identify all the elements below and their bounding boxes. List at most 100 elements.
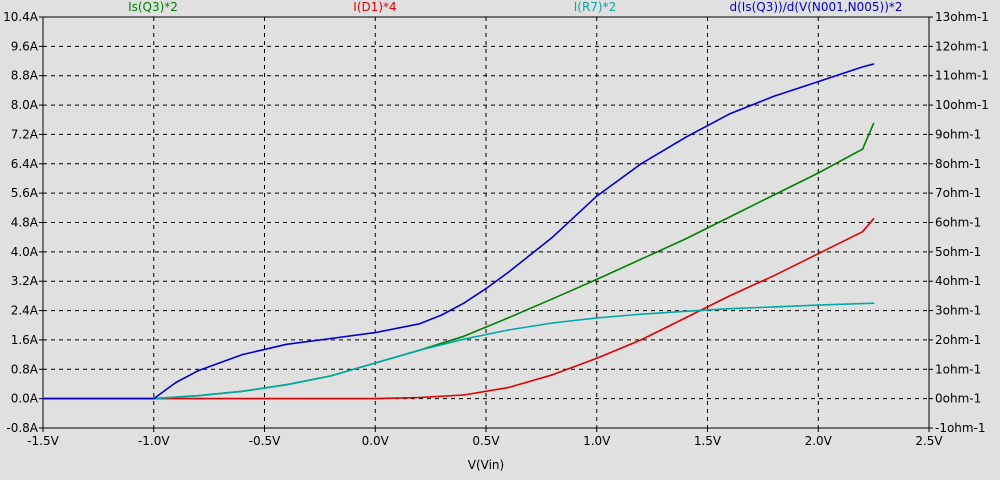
y-left-tick-label: 4.8A — [11, 216, 39, 230]
grid-lines — [39, 16, 933, 432]
data-point — [596, 278, 598, 281]
data-point — [773, 95, 775, 98]
x-tick-label: 0.0V — [362, 434, 390, 448]
data-point — [418, 323, 421, 325]
legend-entry: d(Is(Q3))/d(V(N001,N005))*2 — [729, 0, 902, 14]
data-point — [42, 397, 44, 400]
legend-entry: I(R7)*2 — [574, 0, 617, 14]
data-point — [773, 194, 775, 196]
y-right-tick-label: 11ohm-1 — [935, 69, 989, 83]
data-point — [773, 306, 775, 308]
y-left-tick-label: 8.0A — [11, 98, 39, 112]
y-right-tick-label: 2ohm-1 — [935, 333, 981, 347]
x-tick-label: 2.0V — [805, 434, 833, 448]
y-left-tick-label: 6.4A — [11, 157, 39, 171]
data-point — [872, 63, 875, 65]
data-point — [640, 313, 642, 316]
data-point — [872, 218, 875, 220]
x-tick-label: 2.5V — [915, 434, 943, 448]
y-right-tick-label: 7ohm-1 — [935, 186, 981, 200]
legend: Is(Q3)*2 I(D1)*4 I(R7)*2 d(Is(Q3))/d(V(N001… — [128, 0, 902, 14]
data-point — [551, 236, 554, 238]
data-point — [175, 381, 177, 384]
data-point — [551, 322, 554, 324]
data-point — [197, 370, 199, 372]
data-point — [330, 337, 332, 340]
y-right-tick-label: 5ohm-1 — [935, 245, 981, 259]
y-left-tick-label: 10.4A — [3, 10, 39, 24]
series-line-2 — [43, 302, 874, 400]
y-right-tick-label: 4ohm-1 — [935, 274, 981, 288]
y-left-tick-label: 1.6A — [11, 333, 39, 347]
y-right-tick-label: 8ohm-1 — [935, 157, 981, 171]
y-left-tick-label: 8.8A — [11, 69, 39, 83]
x-axis-label: V(Vin) — [468, 458, 504, 472]
data-point — [596, 317, 598, 319]
data-point — [507, 317, 510, 319]
legend-entry: I(D1)*4 — [353, 0, 396, 14]
data-point — [507, 386, 510, 389]
x-tick-label: -1.0V — [138, 434, 170, 448]
y-left-tick-label: 2.4A — [11, 304, 39, 318]
data-point — [872, 122, 875, 125]
data-point — [817, 252, 820, 255]
data-point — [374, 331, 377, 334]
data-point — [640, 339, 642, 341]
y-right-tick-label: 3ohm-1 — [935, 304, 981, 318]
y-right-tick-label: 1ohm-1 — [935, 362, 981, 376]
data-point — [684, 136, 687, 139]
data-point — [684, 310, 687, 313]
y-right-tick-label: 10ohm-1 — [935, 98, 989, 112]
data-point — [197, 394, 199, 397]
x-tick-label: 1.5V — [694, 434, 722, 448]
data-point — [728, 113, 731, 115]
data-point — [485, 287, 487, 290]
data-point — [241, 390, 244, 393]
x-tick-label: -0.5V — [249, 434, 281, 448]
data-point — [596, 357, 598, 360]
data-point — [684, 317, 687, 319]
axis-tick-labels: -1.5V -1.0V -0.5V 0.0V 0.5V 1.0V 1.5V 2.0V 2.5V-… — [3, 10, 989, 448]
x-tick-label: -1.5V — [27, 434, 59, 448]
data-point — [551, 298, 554, 300]
data-point — [330, 375, 332, 377]
data-point — [507, 271, 510, 274]
data-point — [817, 304, 820, 306]
y-left-tick-label: 5.6A — [11, 186, 39, 200]
data-point — [507, 329, 510, 331]
data-point — [463, 335, 465, 338]
data-point — [374, 362, 377, 364]
data-point — [773, 274, 775, 277]
data-point — [861, 66, 864, 68]
y-right-tick-label: 0ohm-1 — [935, 392, 981, 406]
data-point — [684, 238, 687, 240]
data-point — [861, 148, 864, 150]
series-line-3 — [43, 63, 874, 400]
data-point — [463, 394, 465, 396]
y-left-tick-label: 9.6A — [11, 39, 39, 53]
data-point — [640, 163, 642, 165]
y-left-tick-label: 0.8A — [11, 362, 39, 376]
data-point — [640, 258, 642, 261]
data-point — [418, 349, 421, 352]
y-right-tick-label: 6ohm-1 — [935, 216, 981, 230]
data-point — [440, 314, 443, 316]
data-point — [817, 80, 820, 83]
series-group — [42, 63, 875, 400]
data-point — [153, 397, 155, 400]
data-point — [418, 396, 421, 399]
y-left-tick-label: 7.2A — [11, 127, 39, 141]
data-point — [596, 195, 598, 197]
y-right-tick-label: 12ohm-1 — [935, 39, 989, 53]
data-point — [241, 353, 244, 356]
y-left-tick-label: 3.2A — [11, 274, 39, 288]
data-point — [374, 397, 377, 400]
data-point — [551, 374, 554, 376]
data-point — [263, 397, 266, 400]
data-point — [285, 343, 288, 346]
data-point — [285, 383, 288, 386]
data-point — [861, 230, 864, 233]
y-left-tick-label: 0.0A — [11, 392, 39, 406]
